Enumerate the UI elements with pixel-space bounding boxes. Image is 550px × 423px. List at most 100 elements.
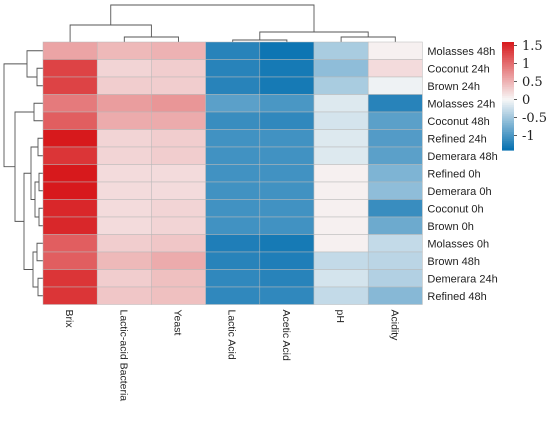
legend-gradient-step (502, 123, 514, 126)
heatmap-cell (42, 76, 98, 95)
heatmap-cell (313, 251, 369, 270)
heatmap-cell (96, 269, 152, 288)
heatmap-cell (313, 199, 369, 218)
column-label: Lactic-acid Bacteria (117, 310, 129, 402)
dendrogram-link (36, 242, 43, 262)
heatmap-cell (151, 251, 206, 270)
heatmap-cell (313, 216, 369, 235)
heatmap-cell (259, 41, 315, 60)
legend-gradient-step (502, 65, 514, 68)
heatmap-cell (151, 181, 206, 200)
legend-gradient-step (502, 124, 514, 128)
legend-gradient-step (502, 141, 514, 144)
dendrogram-link (23, 172, 33, 270)
heatmap-cell (42, 234, 98, 253)
heatmap-cell (205, 94, 261, 113)
heatmap-cell (259, 269, 315, 288)
heatmap-cell (313, 146, 369, 165)
heatmap-cell (96, 146, 152, 165)
heatmap-cell (151, 199, 206, 218)
row-label: Coconut 24h (427, 63, 489, 75)
legend-gradient-step (502, 76, 514, 79)
legend-tick-label: -1 (522, 129, 535, 144)
heatmap-cell (151, 216, 206, 235)
legend-gradient-step (502, 47, 514, 50)
heatmap-cell (259, 216, 315, 235)
legend-gradient-step (502, 54, 514, 57)
heatmap-cell (42, 59, 98, 78)
legend-gradient-step (502, 90, 514, 93)
heatmap-cell (259, 76, 315, 95)
legend-gradient-step (502, 121, 514, 124)
legend-gradient-step (502, 51, 514, 54)
legend-gradient-step (502, 99, 514, 102)
row-label: Refined 48h (427, 291, 486, 303)
dendrogram-link (38, 172, 43, 192)
dendrogram-link (69, 24, 152, 42)
row-dendrogram (3, 50, 43, 297)
column-label: Acetic Acid (280, 310, 292, 362)
dendrogram-link (33, 102, 43, 122)
heatmap-cell (96, 129, 152, 148)
heatmap-cell (367, 216, 423, 235)
heatmap-cell (313, 286, 369, 305)
column-label: Yeast (172, 310, 184, 336)
row-label: Demerara 0h (427, 186, 491, 198)
legend-gradient-step (502, 97, 514, 101)
dendrogram-link (36, 67, 43, 87)
legend-gradient-step (502, 108, 514, 111)
legend-gradient-step (502, 85, 514, 88)
row-label: Refined 24h (427, 133, 486, 145)
legend-gradient-step (502, 63, 514, 66)
legend-gradient-step (502, 101, 514, 104)
heatmap-cell (96, 164, 152, 183)
heatmap-cell (367, 41, 423, 60)
heatmap-cell (151, 129, 206, 148)
heatmap-cell (205, 41, 261, 60)
dendrogram-link (110, 4, 315, 32)
legend-tick-label: 1 (522, 57, 530, 72)
heatmap-cell (42, 286, 98, 305)
heatmap-cell (367, 234, 423, 253)
legend-gradient-step (502, 83, 514, 86)
legend-gradient-step (502, 72, 514, 75)
heatmap-cell (367, 181, 423, 200)
heatmap-cell (96, 199, 152, 218)
heatmap-cell (259, 251, 315, 270)
heatmap-cell (313, 59, 369, 78)
heatmap-cell (96, 216, 152, 235)
legend-gradient-step (502, 92, 514, 95)
dendrogram-link (340, 36, 396, 42)
legend-gradient-step (502, 142, 514, 146)
heatmap-cell (259, 199, 315, 218)
heatmap-cell (367, 251, 423, 270)
legend-gradient-step (502, 74, 514, 77)
heatmap-cell (42, 199, 98, 218)
heatmap-cell (367, 164, 423, 183)
heatmap-cell (205, 234, 261, 253)
heatmap-cell (205, 129, 261, 148)
row-label: Brown 48h (427, 256, 480, 268)
heatmap-cell (313, 234, 369, 253)
heatmap-cell (313, 94, 369, 113)
legend-gradient-step (502, 114, 514, 117)
row-label: Molasses 0h (427, 238, 489, 250)
legend-gradient-step (502, 43, 514, 47)
legend-gradient-step (502, 126, 514, 129)
heatmap-cell (313, 76, 369, 95)
heatmap-cell (259, 146, 315, 165)
dendrogram-link (37, 137, 43, 157)
legend-gradient-step (502, 137, 514, 140)
heatmap-cell (42, 94, 98, 113)
heatmap-cell (205, 59, 261, 78)
legend-gradient-step (502, 135, 514, 138)
legend-gradient-step (502, 139, 514, 142)
heatmap-cell (205, 269, 261, 288)
heatmap-cell (96, 76, 152, 95)
heatmap-cell (96, 111, 152, 130)
legend-gradient-step (502, 94, 514, 97)
legend-gradient-step (502, 96, 514, 99)
heatmap-cell (259, 181, 315, 200)
heatmap-cell (151, 94, 206, 113)
